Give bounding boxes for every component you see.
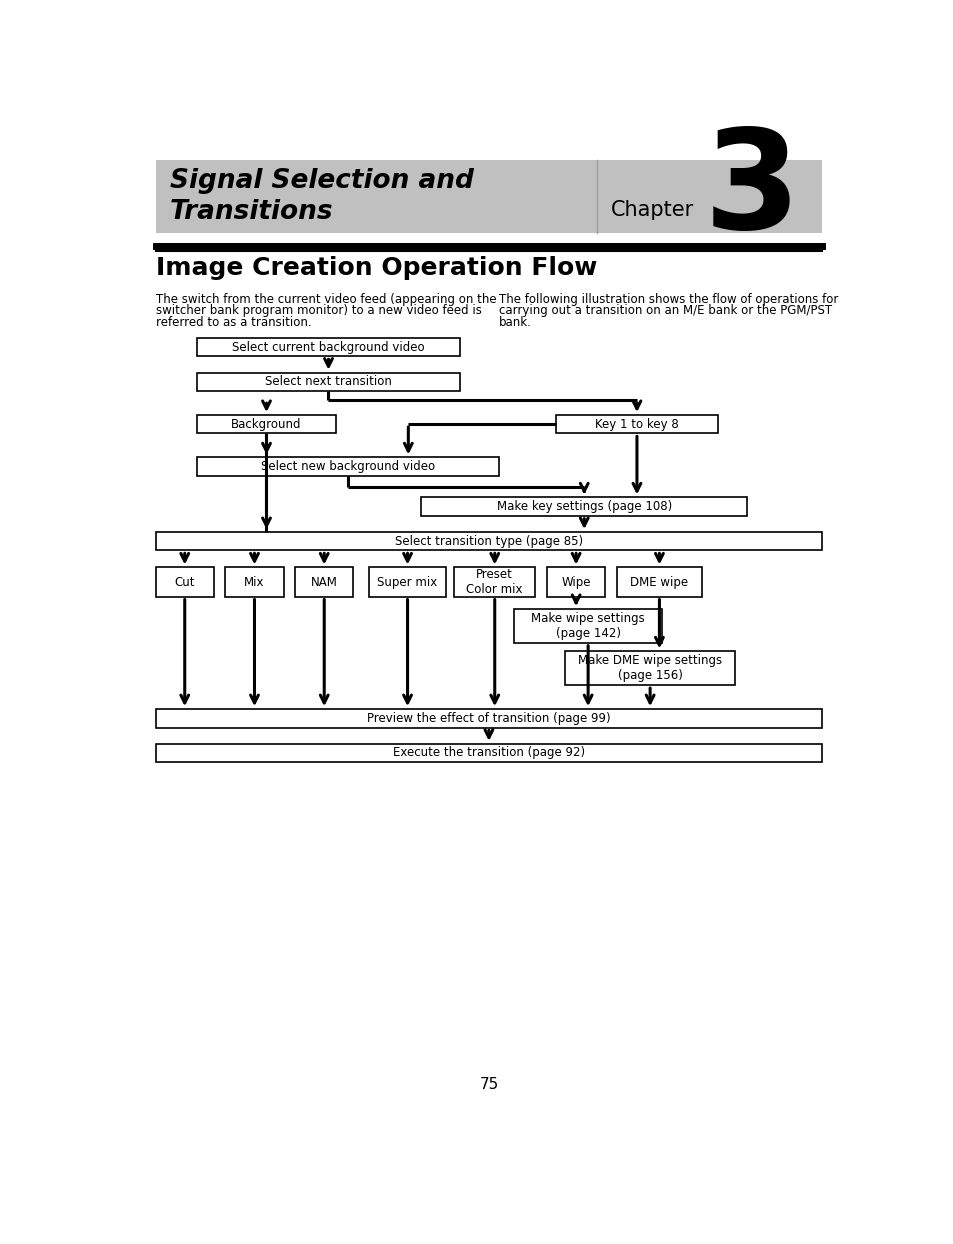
Text: Select current background video: Select current background video xyxy=(232,341,424,353)
Text: Select transition type (page 85): Select transition type (page 85) xyxy=(395,535,582,547)
Text: Wipe: Wipe xyxy=(560,576,590,588)
Bar xyxy=(155,744,821,763)
Bar xyxy=(454,567,535,597)
Text: Make DME wipe settings
(page 156): Make DME wipe settings (page 156) xyxy=(578,654,721,682)
Bar xyxy=(555,415,718,433)
Text: carrying out a transition on an M/E bank or the PGM/PST: carrying out a transition on an M/E bank… xyxy=(498,304,831,317)
Bar xyxy=(155,567,213,597)
Text: DME wipe: DME wipe xyxy=(630,576,688,588)
Text: Preset
Color mix: Preset Color mix xyxy=(466,569,522,596)
Bar xyxy=(155,709,821,728)
Text: Make key settings (page 108): Make key settings (page 108) xyxy=(497,500,671,513)
Text: Chapter: Chapter xyxy=(611,200,694,220)
Bar xyxy=(294,567,353,597)
Text: bank.: bank. xyxy=(498,316,532,328)
Text: Select next transition: Select next transition xyxy=(265,376,392,388)
Text: NAM: NAM xyxy=(311,576,337,588)
Bar xyxy=(196,415,335,433)
Bar xyxy=(617,567,701,597)
Text: Cut: Cut xyxy=(174,576,194,588)
Bar xyxy=(155,532,821,550)
Text: The following illustration shows the flow of operations for: The following illustration shows the flo… xyxy=(498,292,838,306)
Text: The switch from the current video feed (appearing on the: The switch from the current video feed (… xyxy=(155,292,496,306)
Text: 3: 3 xyxy=(703,123,800,259)
Text: Image Creation Operation Flow: Image Creation Operation Flow xyxy=(155,256,597,280)
Bar xyxy=(196,373,459,391)
Text: Key 1 to key 8: Key 1 to key 8 xyxy=(595,418,679,430)
Bar xyxy=(155,160,821,233)
Text: referred to as a transition.: referred to as a transition. xyxy=(155,316,311,328)
Text: Select new background video: Select new background video xyxy=(260,460,435,473)
Bar xyxy=(514,610,661,643)
Text: Make wipe settings
(page 142): Make wipe settings (page 142) xyxy=(531,612,644,639)
Text: Signal Selection and: Signal Selection and xyxy=(170,168,473,194)
Text: Super mix: Super mix xyxy=(377,576,437,588)
Bar xyxy=(196,338,459,357)
Text: 75: 75 xyxy=(478,1076,498,1091)
Bar xyxy=(369,567,446,597)
Text: Preview the effect of transition (page 99): Preview the effect of transition (page 9… xyxy=(367,712,610,725)
Bar xyxy=(196,458,498,475)
Bar xyxy=(421,498,746,516)
Text: Mix: Mix xyxy=(244,576,265,588)
Text: switcher bank program monitor) to a new video feed is: switcher bank program monitor) to a new … xyxy=(155,304,481,317)
Text: Execute the transition (page 92): Execute the transition (page 92) xyxy=(393,746,584,759)
Bar xyxy=(225,567,283,597)
Text: Background: Background xyxy=(231,418,301,430)
Text: Transitions: Transitions xyxy=(170,199,333,225)
Bar xyxy=(546,567,604,597)
Bar xyxy=(564,652,735,685)
